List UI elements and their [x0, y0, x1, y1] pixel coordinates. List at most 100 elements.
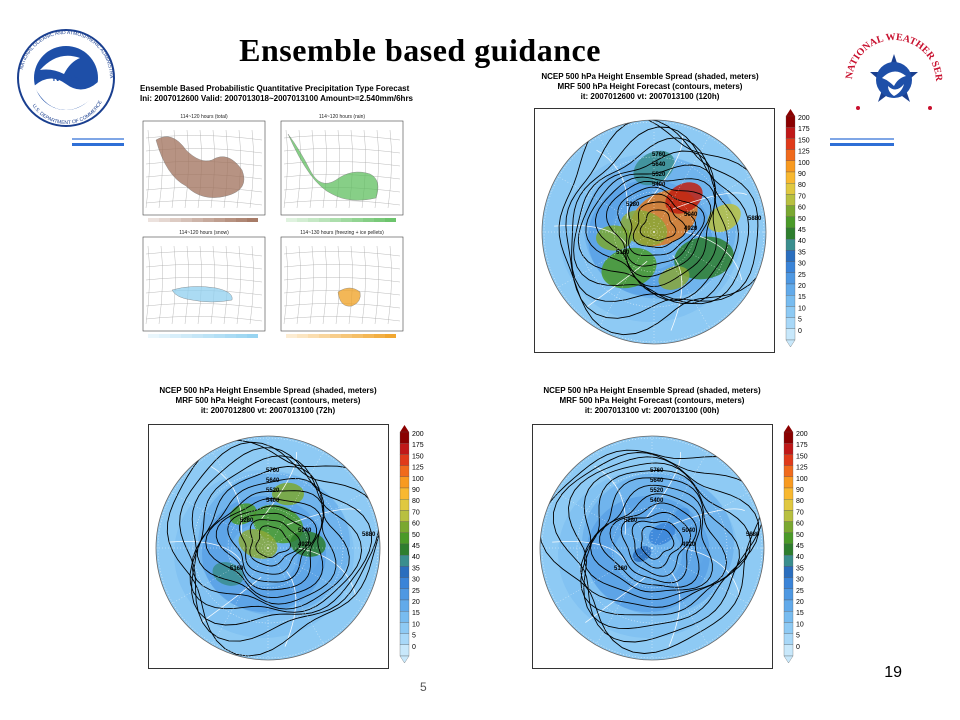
ptype-map-0: 114~120 hours (total) [142, 114, 266, 226]
colorbar-label: 60 [796, 521, 804, 528]
contour-label: 5160 [230, 566, 244, 572]
colorbar-label: 50 [412, 532, 420, 539]
colorbar-swatch [783, 431, 794, 444]
colorbar-label: 70 [796, 509, 804, 516]
spread-panel-120h-title: NCEP 500 hPa Height Ensemble Spread (sha… [540, 72, 760, 102]
slide-page-number: 19 [884, 664, 902, 681]
colorbar-label: 35 [796, 565, 804, 572]
colorbar-swatch [783, 622, 794, 634]
colorbar-swatch [785, 149, 796, 161]
spread-panel-72h: NCEP 500 hPa Height Ensemble Spread (sha… [148, 384, 448, 684]
colorbar-swatch [785, 272, 796, 285]
spread-panel-72h-line2: MRF 500 hPa Height Forecast (contours, m… [175, 396, 361, 405]
colorbar-swatch [399, 532, 410, 545]
colorbar-label: 15 [796, 610, 804, 617]
colorbar-swatch [783, 588, 794, 601]
colorbar-label: 45 [798, 227, 806, 234]
contour-label: 5280 [240, 518, 254, 524]
colorbar-swatch [785, 138, 796, 150]
colorbar-label: 15 [412, 610, 420, 617]
spread-panel-120h-line3: it: 2007012600 vt: 2007013100 (120h) [580, 92, 720, 101]
contour-label: 4920 [684, 226, 698, 232]
colorbar-swatch [399, 476, 410, 489]
colorbar-label: 125 [412, 465, 424, 472]
right-accent-line [826, 143, 894, 146]
colorbar-swatch [783, 555, 794, 567]
contour-label: 4920 [682, 542, 696, 548]
colorbar-swatch [785, 295, 796, 307]
colorbar-label: 0 [412, 644, 416, 651]
colorbar-label: 125 [796, 465, 808, 472]
colorbar-swatch [399, 555, 410, 567]
colorbar-label: 0 [798, 328, 802, 335]
spread-panel-00h-line3: it: 2007013100 vt: 2007013100 (00h) [584, 406, 720, 415]
contour-label: 4920 [298, 542, 312, 548]
spread-panel-120h-line2: MRF 500 hPa Height Forecast (contours, m… [557, 82, 743, 91]
colorbar-swatch [399, 633, 410, 645]
contour-label: 5640 [650, 478, 664, 484]
contour-label: 5040 [684, 212, 698, 218]
colorbar-swatch [783, 611, 794, 623]
colorbar-label: 35 [412, 565, 420, 572]
colorbar-swatch [785, 216, 796, 229]
spread-panel-72h-line3: it: 2007012800 vt: 2007013100 (72h) [200, 406, 336, 415]
ptype-map-label: 114~130 hours (freezing + ice pellets) [300, 230, 384, 236]
colorbar-swatch [399, 644, 410, 657]
colorbar-swatch [399, 599, 410, 612]
colorbar-swatch [399, 431, 410, 444]
ptype-title-line2: Ini: 2007012600 Valid: 2007013018~200701… [140, 94, 414, 103]
colorbar-label: 40 [796, 554, 804, 561]
colorbar-label: 5 [798, 317, 802, 324]
colorbar-swatch [399, 487, 410, 500]
colorbar-swatch [399, 465, 410, 477]
ptype-map-graphic [280, 120, 404, 222]
colorbar-swatch [785, 317, 796, 329]
footer-mark: 5 [420, 680, 427, 694]
contour-label: 5880 [362, 532, 376, 538]
nws-logo-icon: NATIONAL WEATHER SERVICE [842, 28, 944, 126]
ptype-map-label: 114~120 hours (snow) [179, 230, 229, 236]
slide-title: Ensemble based guidance [239, 32, 601, 68]
colorbar-swatch [785, 171, 796, 184]
colorbar-label: 90 [796, 487, 804, 494]
ptype-map-label: 114~120 hours (rain) [318, 114, 366, 120]
colorbar-label: 80 [796, 498, 804, 505]
colorbar-label: 5 [796, 633, 800, 640]
colorbar-swatch [399, 499, 410, 511]
contour-label: 5520 [266, 488, 280, 494]
colorbar-swatch [783, 465, 794, 477]
contour-label: 5040 [682, 528, 696, 534]
ptype-map-label: 114~120 hours (total) [180, 114, 228, 120]
colorbar-label: 175 [796, 442, 808, 449]
colorbar-label: 175 [798, 126, 810, 133]
colorbar-label: 100 [412, 476, 424, 483]
colorbar-label: 100 [798, 160, 810, 167]
colorbar-label: 200 [798, 115, 810, 122]
ptype-map-graphic [142, 236, 266, 338]
colorbar-label: 35 [798, 249, 806, 256]
colorbar-swatch [783, 566, 794, 578]
spread-panel-00h-line1: NCEP 500 hPa Height Ensemble Spread (sha… [543, 386, 761, 395]
colorbar-swatch [783, 454, 794, 466]
colorbar-label: 25 [796, 588, 804, 595]
contour-label: 5880 [748, 216, 762, 222]
colorbar-swatch [399, 454, 410, 466]
colorbar-swatch [785, 227, 796, 240]
colorbar-label: 200 [796, 431, 808, 438]
colorbar-label: 90 [798, 171, 806, 178]
colorbar-swatch [399, 588, 410, 601]
contour-label: 5280 [624, 518, 638, 524]
colorbar-label: 150 [412, 453, 424, 460]
contour-label: 5280 [626, 202, 640, 208]
colorbar-swatch [399, 521, 410, 533]
colorbar-label: 30 [412, 577, 420, 584]
noaa-inner-text: NOAA [53, 73, 80, 83]
ptype-map-2: 114~120 hours (snow) [142, 230, 266, 342]
colorbar-label: 80 [798, 182, 806, 189]
noaa-logo-icon: NOAA NATIONAL OCEANIC AND ATMOSPHERIC AD… [10, 28, 115, 127]
colorbar-swatch [785, 283, 796, 296]
colorbar-label: 20 [798, 283, 806, 290]
colorbar-label: 70 [798, 193, 806, 200]
contour-label: 5880 [746, 532, 760, 538]
contour-label: 5760 [650, 468, 664, 474]
